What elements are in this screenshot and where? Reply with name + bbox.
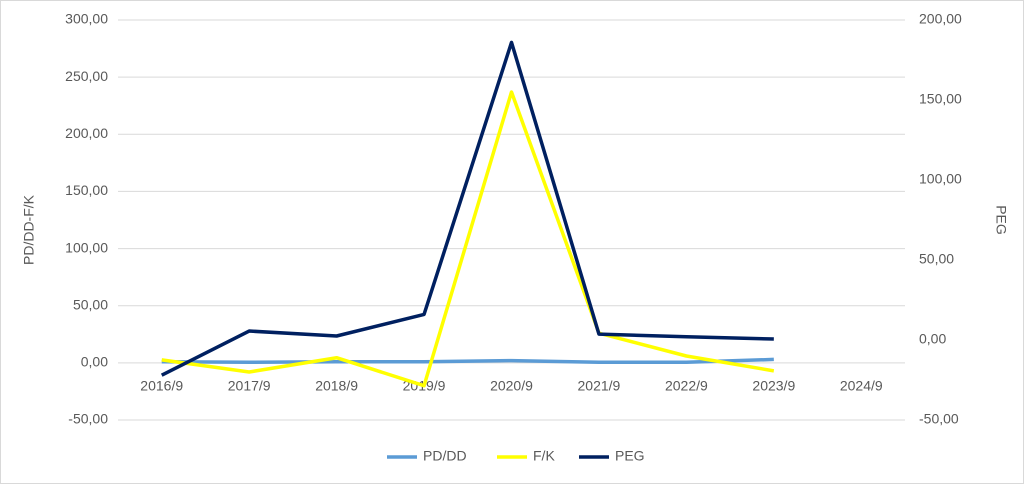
x-tick-label: 2022/9 xyxy=(665,378,708,394)
y-tick-label: 200,00 xyxy=(65,125,108,141)
y-tick-label: 150,00 xyxy=(65,182,108,198)
line-series xyxy=(161,357,774,365)
y2-axis-label: PEG xyxy=(993,205,1009,235)
y2-tick-label: 0,00 xyxy=(919,331,946,347)
y-tick-label: 300,00 xyxy=(65,11,108,27)
x-tick-label: 2018/9 xyxy=(315,378,358,394)
legend-label: PD/DD xyxy=(423,448,467,464)
x-tick-label: 2020/9 xyxy=(490,378,533,394)
y2-tick-label: 50,00 xyxy=(919,251,954,267)
y2-tick-label: 150,00 xyxy=(919,91,962,107)
y2-tick-label: 200,00 xyxy=(919,11,962,27)
y2-tick-label: 100,00 xyxy=(919,171,962,187)
y-tick-label: 250,00 xyxy=(65,68,108,84)
legend-label: F/K xyxy=(533,448,555,464)
x-tick-label: 2017/9 xyxy=(228,378,271,394)
x-tick-label: 2016/9 xyxy=(140,378,183,394)
y-tick-label: -50,00 xyxy=(68,411,108,427)
legend-label: PEG xyxy=(615,448,645,464)
line-series xyxy=(160,40,774,377)
y-tick-label: 100,00 xyxy=(65,239,108,255)
x-tick-label: 2023/9 xyxy=(752,378,795,394)
y-tick-label: 0,00 xyxy=(81,354,108,370)
line-series xyxy=(161,90,775,388)
y2-tick-label: -50,00 xyxy=(919,411,959,427)
y-axis-label: PD/DD-F/K xyxy=(21,194,37,265)
x-tick-label: 2024/9 xyxy=(840,378,883,394)
y-tick-label: 50,00 xyxy=(73,296,108,312)
x-tick-label: 2021/9 xyxy=(578,378,621,394)
